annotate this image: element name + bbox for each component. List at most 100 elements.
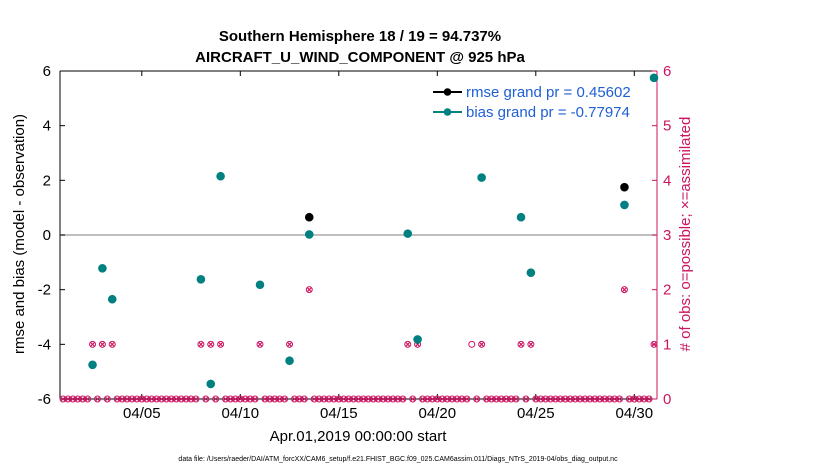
obs-assimilated-marker	[523, 396, 529, 402]
obs-possible-marker	[542, 395, 550, 403]
obs-possible-marker	[98, 340, 106, 348]
bias-point	[255, 280, 265, 290]
obs-assimilated-marker	[380, 396, 386, 402]
obs-assimilated-marker	[173, 396, 179, 402]
obs-possible-marker	[547, 395, 555, 403]
obs-possible-marker	[113, 395, 121, 403]
bias-point	[88, 360, 97, 370]
x-axis-label: Apr.01,2019 00:00:00 start	[270, 428, 448, 445]
obs-possible-marker	[108, 340, 116, 348]
obs-possible-marker	[295, 395, 303, 403]
obs-possible-marker	[527, 340, 535, 348]
obs-possible-marker	[389, 395, 397, 403]
obs-assimilated-marker	[306, 287, 312, 293]
obs-possible-marker	[581, 395, 589, 403]
obs-possible-marker	[143, 395, 151, 403]
obs-assimilated-marker	[272, 396, 278, 402]
obs-assimilated-marker	[434, 396, 440, 402]
x-tick-label: 04/10	[222, 405, 260, 422]
y-tick-label-left: -6	[38, 391, 51, 408]
obs-assimilated-marker	[129, 396, 135, 402]
obs-assimilated-marker	[85, 396, 91, 402]
obs-assimilated-marker	[89, 341, 96, 347]
obs-assimilated-marker	[488, 396, 495, 402]
obs-assimilated-marker	[60, 396, 66, 402]
obs-possible-marker	[428, 395, 436, 403]
legend-label-bias: bias grand pr = -0.77974	[466, 104, 630, 121]
obs-assimilated-marker	[498, 396, 504, 402]
obs-possible-marker	[487, 395, 495, 403]
obs-possible-marker	[507, 395, 515, 403]
obs-possible-marker	[448, 395, 456, 403]
obs-possible-marker	[93, 395, 101, 403]
obs-possible-marker	[571, 395, 579, 403]
obs-assimilated-marker	[616, 396, 623, 402]
obs-possible-marker	[591, 395, 599, 403]
obs-possible-marker	[266, 395, 274, 403]
obs-assimilated-marker	[242, 396, 248, 402]
obs-assimilated-marker	[449, 396, 455, 402]
obs-possible-marker	[167, 395, 175, 403]
obs-possible-marker	[438, 395, 446, 403]
legend: rmse grand pr = 0.45602 bias grand pr = -…	[428, 80, 646, 124]
obs-assimilated-marker	[262, 396, 268, 402]
obs-assimilated-marker	[557, 396, 563, 402]
obs-assimilated-marker	[641, 396, 647, 402]
obs-assimilated-marker	[158, 396, 165, 402]
obs-possible-marker	[246, 395, 254, 403]
obs-possible-marker	[625, 395, 633, 403]
obs-possible-marker	[635, 395, 643, 403]
obs-possible-marker	[182, 395, 190, 403]
obs-possible-marker	[300, 395, 308, 403]
obs-assimilated-marker	[528, 341, 534, 347]
bias-point	[403, 229, 413, 238]
obs-possible-marker	[463, 395, 471, 403]
obs-possible-marker	[74, 395, 82, 403]
y-axis-label-right: # of obs: o=possible; ×=assimilated	[677, 117, 694, 352]
obs-possible-marker	[453, 395, 461, 403]
obs-assimilated-marker	[139, 396, 145, 402]
obs-assimilated-marker	[183, 396, 189, 402]
obs-assimilated-marker	[400, 396, 406, 402]
obs-assimilated-marker	[626, 396, 632, 402]
obs-possible-marker	[606, 395, 614, 403]
obs-possible-marker	[350, 395, 358, 403]
obs-assimilated-marker	[607, 396, 613, 402]
obs-assimilated-marker	[149, 396, 155, 402]
obs-possible-marker	[59, 395, 67, 403]
obs-possible-marker	[325, 395, 333, 403]
obs-possible-marker	[468, 340, 476, 348]
obs-assimilated-marker	[419, 396, 426, 402]
obs-possible-marker	[320, 395, 328, 403]
obs-assimilated-marker	[188, 396, 194, 402]
y-tick-label-left: 0	[43, 227, 51, 244]
x-tick-label: 04/25	[517, 405, 555, 422]
obs-possible-marker	[532, 395, 540, 403]
bias-point	[526, 268, 536, 278]
obs-assimilated-marker	[286, 341, 293, 347]
bias-point	[304, 230, 314, 239]
obs-assimilated-marker	[75, 396, 81, 402]
y-tick-label-right: 3	[663, 227, 671, 244]
obs-assimilated-marker	[341, 396, 347, 402]
obs-assimilated-marker	[651, 341, 657, 347]
obs-possible-marker	[212, 395, 220, 403]
y-tick-label-left: 2	[43, 172, 51, 189]
obs-possible-marker	[404, 340, 412, 348]
obs-possible-marker	[241, 395, 249, 403]
obs-possible-marker	[261, 395, 269, 403]
obs-assimilated-marker	[277, 396, 283, 402]
obs-possible-marker	[355, 395, 362, 403]
bias-point	[516, 212, 526, 222]
obs-assimilated-marker	[444, 396, 450, 402]
rmse-point	[620, 182, 629, 192]
y-tick-label-right: 2	[663, 282, 671, 299]
y-tick-label-right: 5	[663, 118, 671, 135]
obs-assimilated-marker	[464, 396, 470, 402]
obs-possible-marker	[443, 395, 451, 403]
obs-possible-marker	[374, 395, 382, 403]
obs-possible-marker	[89, 340, 97, 348]
obs-assimilated-marker	[213, 396, 219, 402]
obs-possible-marker	[290, 395, 298, 403]
obs-possible-marker	[231, 395, 239, 403]
